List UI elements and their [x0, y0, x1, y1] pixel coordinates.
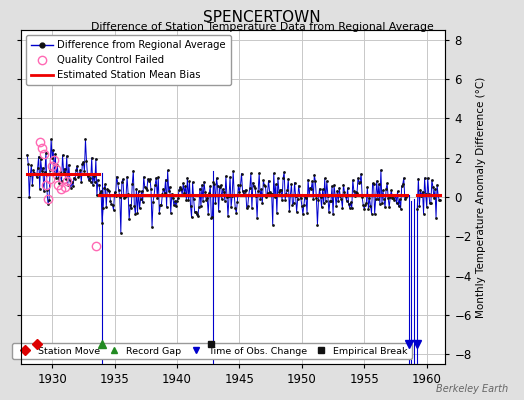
Legend: Station Move, Record Gap, Time of Obs. Change, Empirical Break: Station Move, Record Gap, Time of Obs. C…	[12, 343, 412, 359]
Text: Berkeley Earth: Berkeley Earth	[436, 384, 508, 394]
Text: SPENCERTOWN: SPENCERTOWN	[203, 10, 321, 25]
Y-axis label: Monthly Temperature Anomaly Difference (°C): Monthly Temperature Anomaly Difference (…	[476, 76, 486, 318]
Text: Difference of Station Temperature Data from Regional Average: Difference of Station Temperature Data f…	[91, 22, 433, 32]
